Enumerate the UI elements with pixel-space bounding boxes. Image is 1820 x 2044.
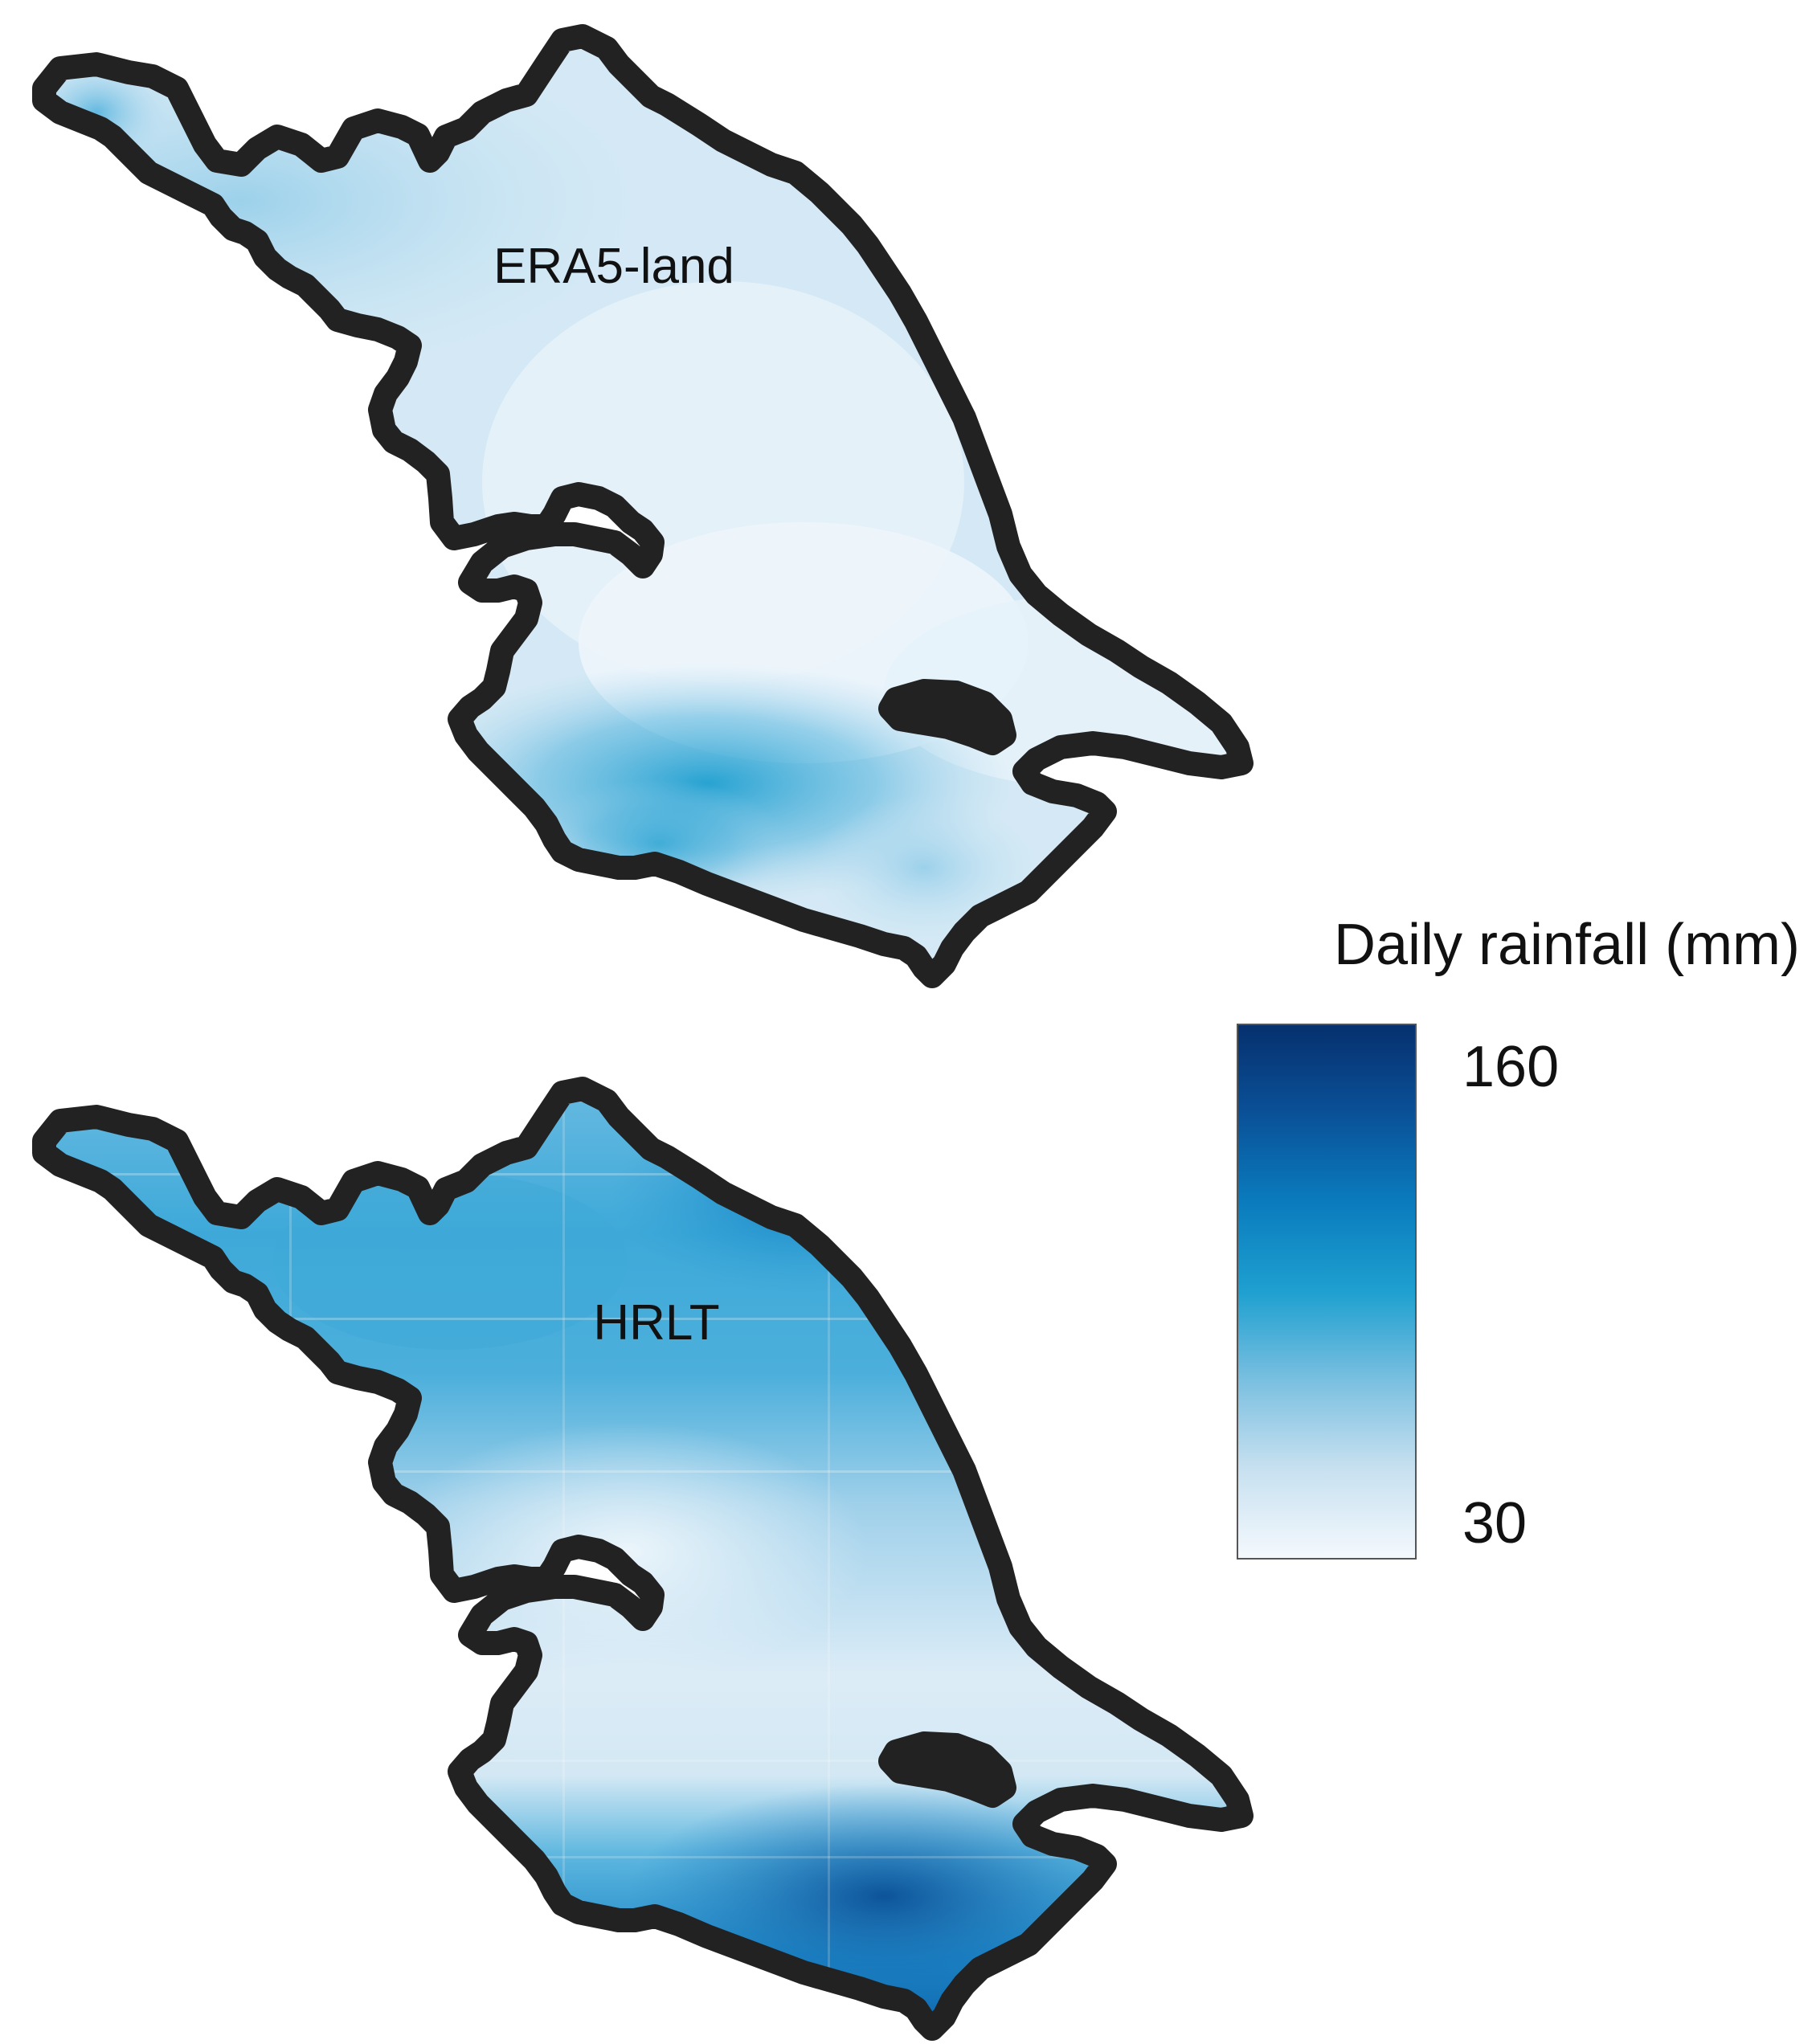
era5-land-label: ERA5-land	[493, 239, 734, 294]
era5-land-panel: ERA5-land	[0, 0, 1286, 1004]
legend-min-label: 30	[1462, 1491, 1527, 1555]
legend-color-bar	[1237, 1024, 1417, 1560]
color-legend: Daily rainfall (mm) 160 30	[1237, 913, 1800, 1560]
hrlt-label: HRLT	[593, 1295, 719, 1351]
era5-land-rainfall-field	[44, 36, 1241, 976]
legend-title: Daily rainfall (mm)	[1334, 913, 1800, 977]
legend-max-label: 160	[1462, 1035, 1559, 1099]
hrlt-panel: HRLT	[0, 1053, 1286, 2044]
